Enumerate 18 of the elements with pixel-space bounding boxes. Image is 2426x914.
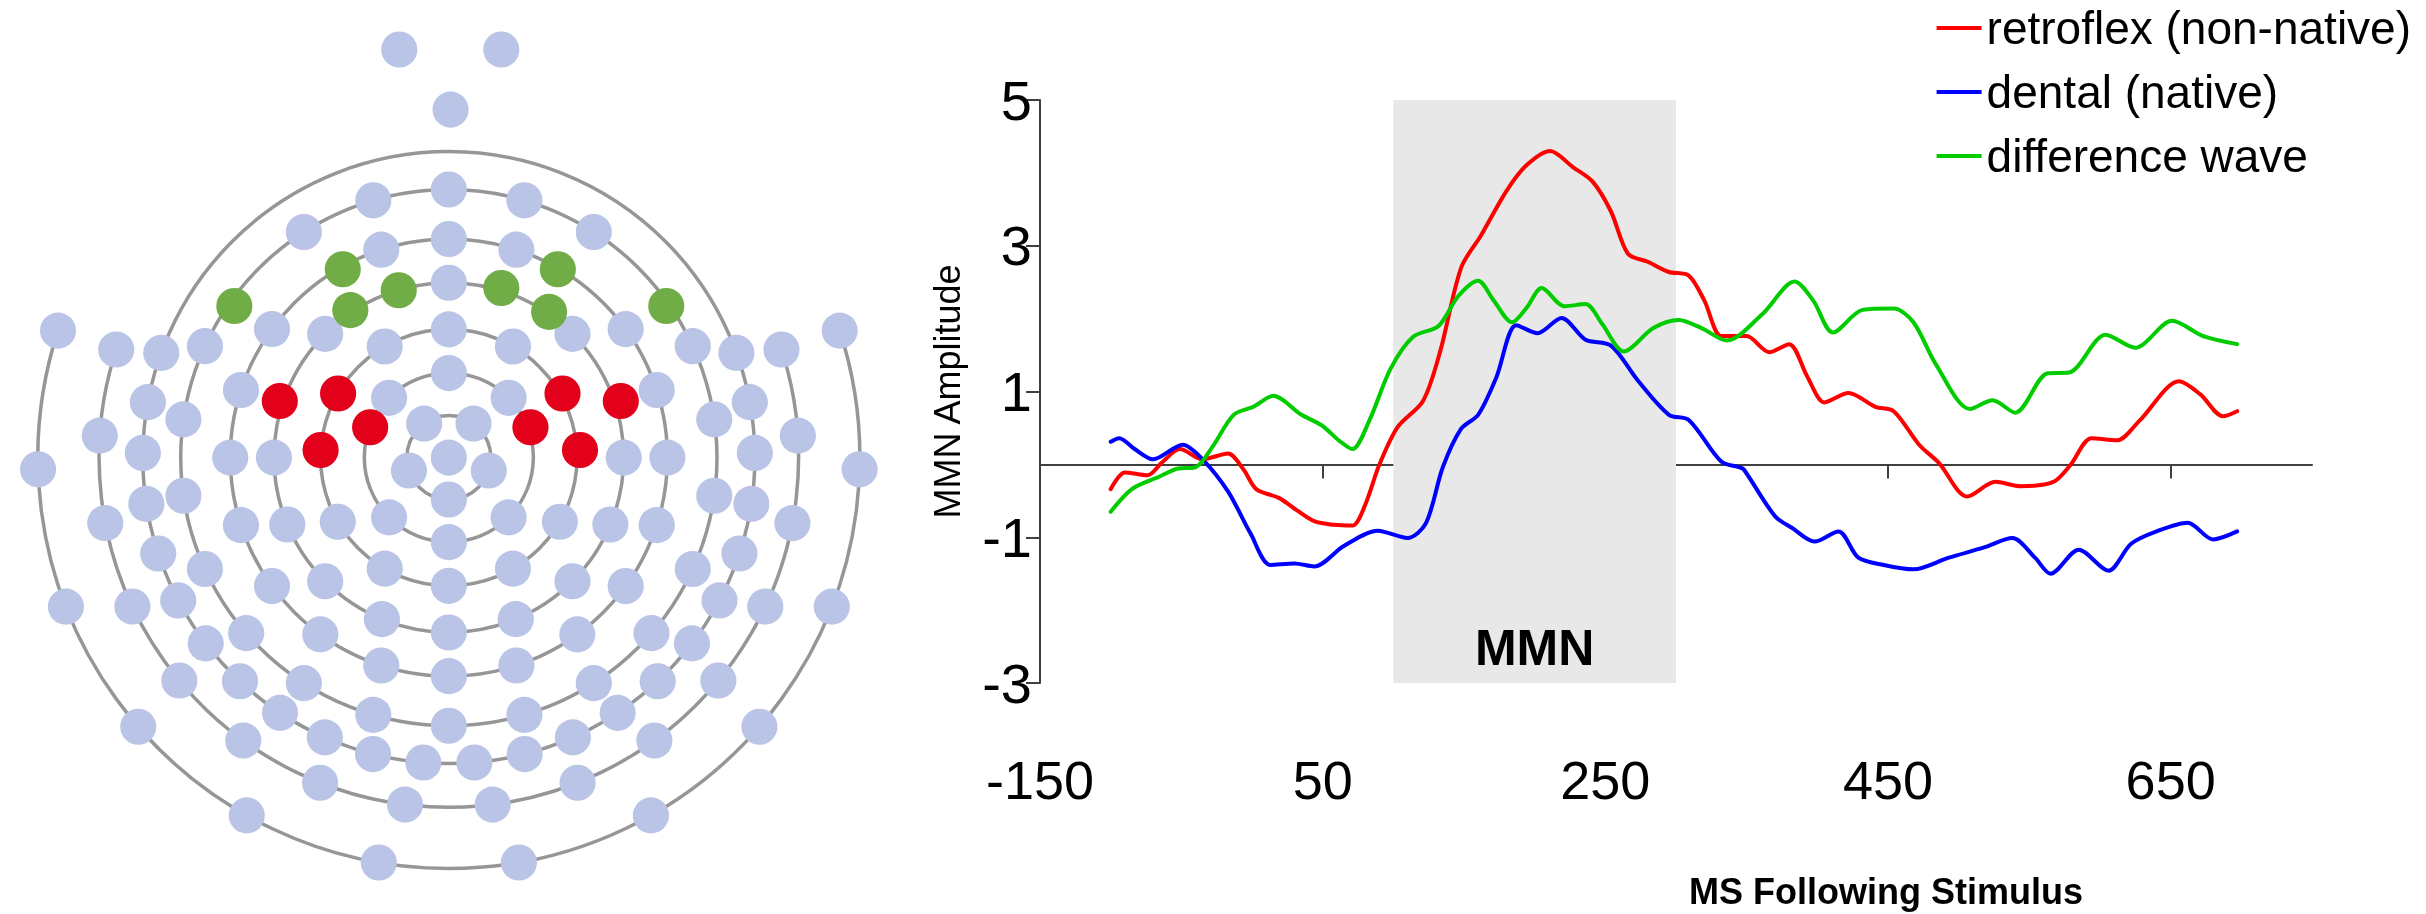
legend-label: dental (native) [1986,66,2279,118]
line-series [1108,278,2240,514]
y-tick-label: 1 [1000,360,1032,423]
y-tick-label: -1 [982,505,1032,569]
x-tick-label: 450 [1842,750,1934,810]
x-axis-title: MS Following Stimulus [1689,870,2083,912]
band-label: MMN [1474,620,1595,676]
x-tick-label: 50 [1292,750,1353,810]
x-tick-label: 250 [1560,750,1651,810]
y-tick-label: 3 [1000,214,1032,278]
y-axis-title: MMN Amplitude [926,264,968,519]
legend-label: difference wave [1986,130,2308,182]
x-tick-label: 650 [2125,750,2216,810]
legend-label: retroflex (non-native) [1986,2,2412,54]
y-tick-label: -3 [982,651,1032,715]
x-tick-label: -150 [985,750,1095,810]
line-series [1108,315,2240,576]
y-tick-label: 5 [1000,68,1032,132]
